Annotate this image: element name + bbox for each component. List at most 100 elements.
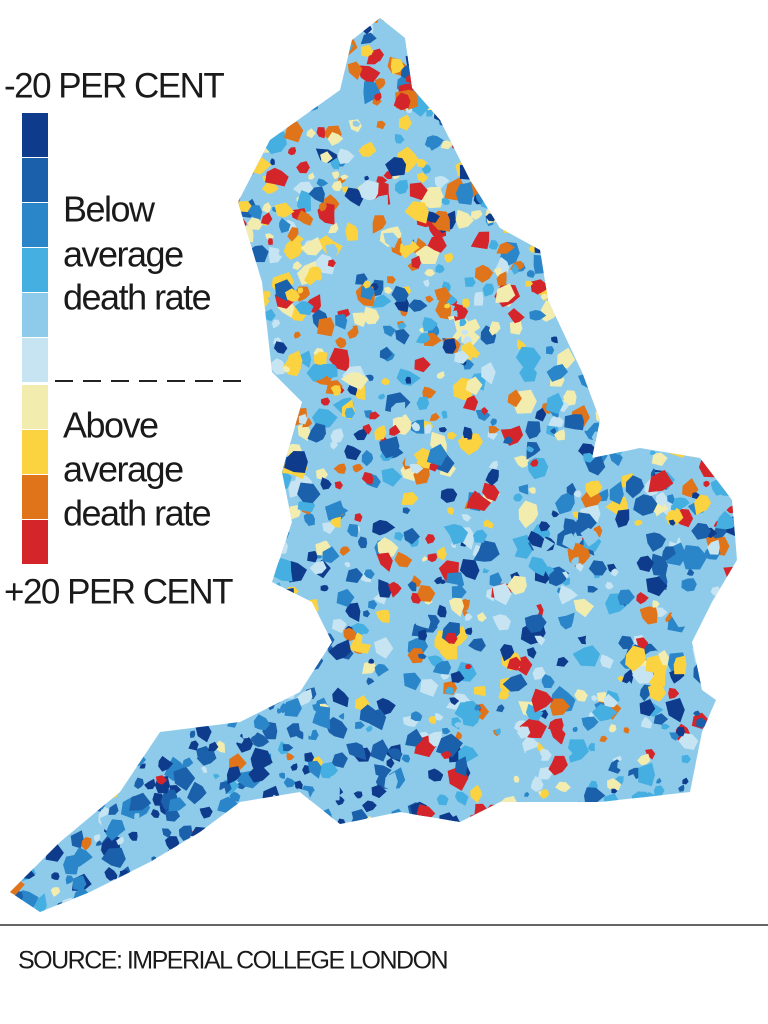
- map-patch: [504, 100, 518, 115]
- map-patch: [322, 363, 338, 379]
- map-patch: [312, 829, 332, 853]
- map-patch: [553, 178, 571, 191]
- map-patch: [462, 587, 482, 600]
- map-patch: [556, 656, 569, 667]
- map-patch: [691, 492, 700, 499]
- map-patch: [304, 752, 315, 764]
- map-patch: [403, 527, 420, 545]
- map-patch: [633, 108, 648, 121]
- map-patch: [435, 264, 445, 274]
- map-patch: [10, 825, 32, 841]
- map-patch: [475, 102, 491, 120]
- map-patch: [237, 388, 255, 408]
- map-patch: [116, 360, 124, 367]
- map-patch: [232, 116, 242, 123]
- map-patch: [282, 643, 296, 656]
- map-patch: [394, 133, 405, 144]
- map-patch: [659, 154, 664, 160]
- map-patch: [483, 890, 510, 911]
- map-patch: [412, 18, 418, 27]
- map-patch: [541, 673, 555, 689]
- map-patch: [210, 320, 230, 339]
- map-patch: [530, 153, 537, 160]
- map-patch: [84, 734, 96, 746]
- map-patch: [488, 460, 498, 469]
- map-patch: [651, 452, 668, 466]
- map-patch: [201, 126, 216, 147]
- map-patch: [195, 690, 216, 716]
- map-patch: [432, 660, 452, 675]
- map-patch: [472, 886, 485, 899]
- map-patch: [575, 102, 582, 110]
- map-patch: [650, 450, 657, 455]
- legend-below-label: average: [63, 234, 183, 275]
- map-patch: [256, 481, 274, 496]
- map-patch: [555, 490, 575, 515]
- map-patch: [685, 431, 697, 445]
- map-patch: [625, 475, 645, 499]
- map-patch: [607, 131, 627, 148]
- map-patch: [660, 113, 681, 134]
- map-patch: [208, 387, 216, 396]
- map-patch: [278, 653, 294, 666]
- map-patch: [166, 368, 181, 382]
- map-patch: [343, 627, 357, 642]
- map-patch: [405, 376, 411, 384]
- map-patch: [10, 830, 26, 851]
- map-patch: [362, 800, 377, 813]
- map-patch: [157, 608, 179, 629]
- map-patch: [386, 757, 395, 769]
- map-patch: [605, 76, 614, 86]
- map-patch: [163, 182, 169, 190]
- map-patch: [497, 537, 518, 562]
- map-patch: [345, 222, 359, 241]
- map-patch: [720, 651, 737, 668]
- map-patch: [705, 724, 717, 734]
- map-patch: [10, 516, 19, 534]
- map-patch: [281, 800, 288, 805]
- map-patch: [294, 641, 309, 656]
- map-patch: [271, 358, 286, 375]
- map-patch: [670, 605, 699, 628]
- map-patch: [545, 114, 564, 134]
- map-patch: [274, 829, 292, 850]
- map-patch: [362, 660, 377, 674]
- map-patch: [690, 54, 697, 60]
- map-patch: [335, 415, 348, 427]
- map-patch: [667, 18, 689, 34]
- map-patch: [82, 625, 89, 632]
- map-patch: [651, 323, 678, 344]
- map-patch: [654, 174, 675, 193]
- map-patch: [128, 392, 146, 405]
- map-patch: [360, 32, 377, 45]
- map-patch: [358, 180, 379, 201]
- map-patch: [101, 340, 126, 362]
- map-patch: [231, 44, 253, 68]
- map-patch: [692, 646, 712, 665]
- map-patch: [605, 581, 614, 590]
- map-patch: [660, 359, 678, 375]
- map-patch: [681, 754, 691, 764]
- map-patch: [639, 211, 652, 223]
- map-patch: [93, 38, 118, 59]
- map-patch: [672, 824, 681, 836]
- map-patch: [219, 396, 226, 401]
- map-patch: [119, 723, 144, 743]
- map-patch: [116, 836, 125, 846]
- map-patch: [340, 174, 349, 180]
- map-patch: [104, 690, 123, 707]
- map-patch: [667, 844, 679, 854]
- map-patch: [598, 819, 612, 835]
- map-patch: [661, 411, 675, 422]
- map-patch: [520, 154, 532, 165]
- map-patch: [67, 733, 83, 748]
- map-patch: [457, 438, 468, 450]
- map-patch: [307, 423, 326, 443]
- map-patch: [640, 50, 651, 59]
- map-patch: [474, 846, 483, 857]
- map-patch: [335, 883, 360, 904]
- map-patch: [724, 421, 736, 430]
- map-patch: [75, 615, 85, 626]
- map-patch: [165, 836, 180, 850]
- map-patch: [639, 899, 646, 908]
